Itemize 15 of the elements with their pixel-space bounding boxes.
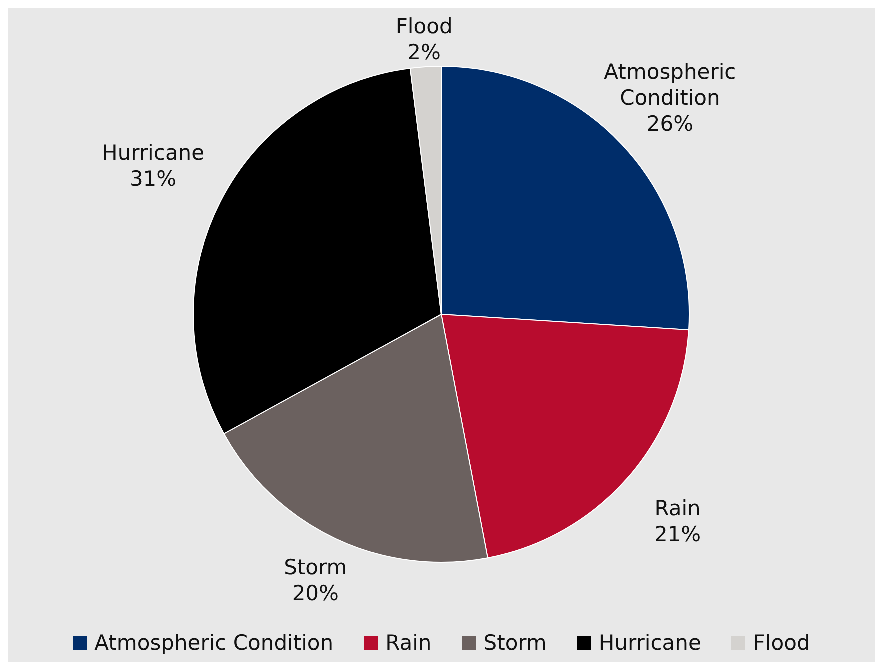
legend-label: Flood	[753, 630, 810, 654]
data-label: 2%	[408, 40, 441, 65]
slice-label: Hurricane	[102, 141, 205, 166]
legend-label: Rain	[386, 630, 432, 654]
data-label: 31%	[130, 167, 177, 192]
legend-label: Atmospheric Condition	[94, 630, 334, 654]
slice-label: Rain	[654, 496, 701, 520]
legend-label: Hurricane	[598, 630, 702, 654]
slice-label: Atmospheric Condition	[604, 60, 736, 110]
slice-label: Flood	[396, 14, 453, 39]
data-label: 20%	[292, 581, 340, 606]
data-label: 26%	[646, 112, 694, 136]
data-label: 21%	[654, 522, 702, 546]
slice-label: Storm	[284, 555, 348, 580]
legend-label: Storm	[484, 630, 547, 654]
